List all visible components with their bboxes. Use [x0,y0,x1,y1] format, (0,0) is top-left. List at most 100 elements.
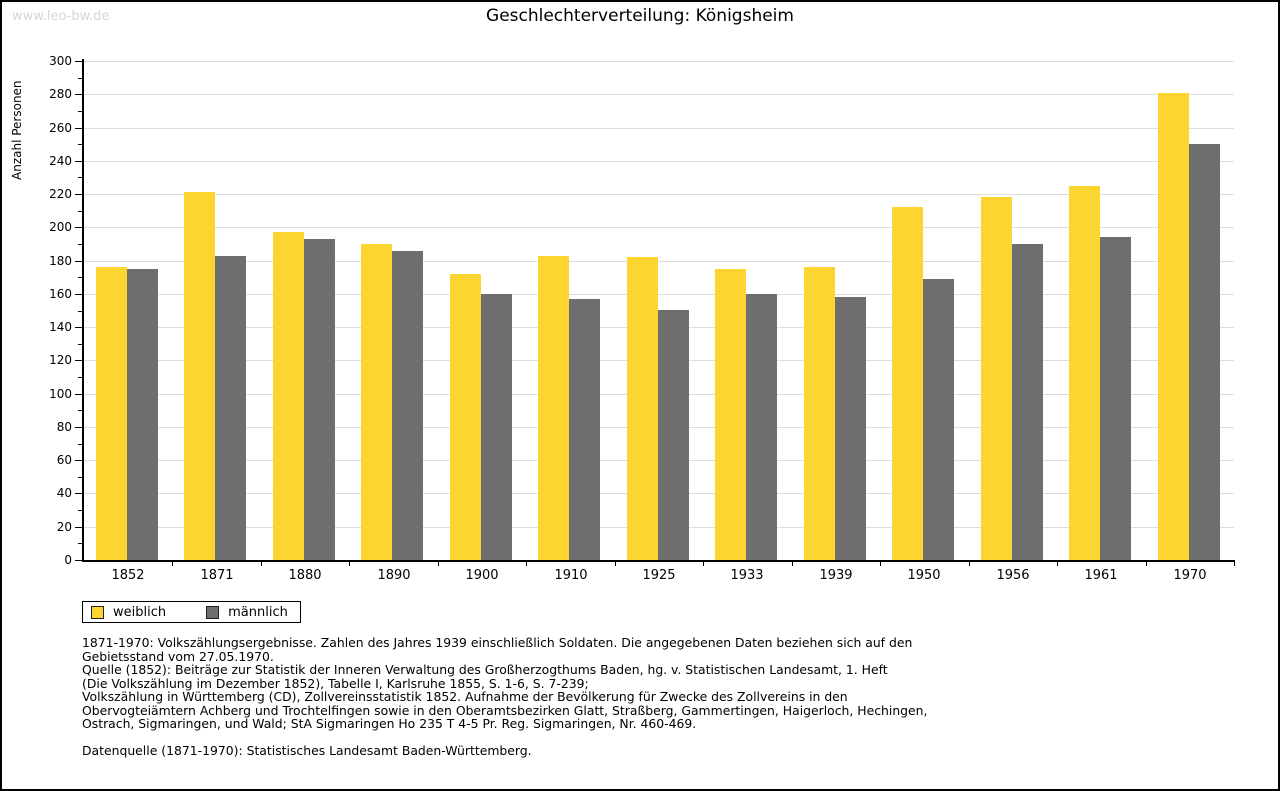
legend-swatch-maennlich [206,605,220,619]
x-tick-8 [792,560,793,566]
bar-weiblich-1950 [892,207,923,560]
x-tick-2 [261,560,262,566]
y-tick-label-40: 40 [56,486,72,501]
y-tick-label-240: 240 [49,153,72,168]
y-tick-60 [75,460,84,462]
x-tick-label-1890: 1890 [377,568,411,583]
y-tick-70 [78,443,84,445]
y-tick-label-200: 200 [49,220,72,235]
y-tick-40 [75,493,84,495]
x-tick-6 [615,560,616,566]
y-tick-150 [78,310,84,312]
x-tick-4 [438,560,439,566]
y-tick-label-140: 140 [49,320,72,335]
bar-weiblich-1933 [715,269,746,560]
bar-weiblich-1880 [273,232,304,560]
footnote-line: Quelle (1852): Beiträge zur Statistik de… [82,662,888,677]
legend-label-maennlich: männlich [228,604,288,620]
bar-männlich-1900 [481,294,512,560]
y-tick-120 [75,360,84,362]
gridline-220 [84,194,1234,196]
x-axis-line [82,560,1234,562]
footnote-line: Ostrach, Sigmaringen, und Wald; StA Sigm… [82,716,697,731]
x-tick-label-1900: 1900 [465,568,499,583]
y-tick-240 [75,160,84,162]
bar-weiblich-1956 [981,197,1012,560]
y-tick-label-260: 260 [49,120,72,135]
x-tick-7 [703,560,704,566]
gridline-260 [84,127,1234,129]
footnote-line: 1871-1970: Volkszählungsergebnisse. Zahl… [82,635,913,650]
y-tick-300 [75,61,84,62]
y-tick-230 [78,177,84,179]
y-tick-30 [78,510,84,512]
y-tick-0 [75,560,84,561]
y-tick-260 [75,127,84,129]
x-tick-label-1880: 1880 [288,568,322,583]
bar-weiblich-1961 [1069,186,1100,560]
x-tick-label-1970: 1970 [1173,568,1207,583]
bar-männlich-1970 [1189,144,1220,560]
x-tick-11 [1057,560,1058,566]
y-tick-label-220: 220 [49,187,72,202]
bar-männlich-1933 [746,294,777,560]
y-tick-label-120: 120 [49,353,72,368]
x-tick-label-1961: 1961 [1084,568,1118,583]
x-tick-label-1956: 1956 [996,568,1030,583]
legend-swatch-weiblich [91,605,104,619]
bar-männlich-1871 [215,256,246,560]
x-tick-13 [1234,560,1235,566]
gridline-200 [84,227,1234,229]
y-tick-90 [78,410,84,412]
x-tick-10 [969,560,970,566]
gridline-240 [84,160,1234,162]
y-tick-250 [78,144,84,146]
gridline-180 [84,260,1234,262]
bar-weiblich-1939 [804,267,835,560]
y-tick-190 [78,243,84,245]
x-tick-label-1910: 1910 [554,568,588,583]
bar-weiblich-1890 [361,244,392,560]
legend: weiblich männlich [82,601,301,623]
bar-weiblich-1871 [184,192,215,560]
y-tick-280 [75,94,84,96]
bar-weiblich-1900 [450,274,481,560]
y-tick-170 [78,277,84,279]
y-tick-label-100: 100 [49,386,72,401]
y-axis-line [82,59,84,562]
bar-weiblich-1925 [627,257,658,560]
y-tick-label-160: 160 [49,286,72,301]
y-tick-10 [78,543,84,545]
y-tick-290 [78,77,84,79]
bar-männlich-1961 [1100,237,1131,560]
x-tick-label-1933: 1933 [730,568,764,583]
footnote-line: Volkszählung in Württemberg (CD), Zollve… [82,689,848,704]
legend-item-maennlich: männlich [206,605,288,620]
bar-weiblich-1852 [96,267,127,560]
y-tick-220 [75,194,84,196]
x-tick-label-1950: 1950 [907,568,941,583]
y-tick-20 [75,526,84,528]
y-tick-label-280: 280 [49,87,72,102]
legend-label-weiblich: weiblich [113,604,167,620]
y-tick-210 [78,210,84,212]
leo-bw-watermark: www.leo-bw.de [12,9,110,24]
bar-männlich-1910 [569,299,600,560]
x-tick-label-1871: 1871 [200,568,234,583]
x-tick-3 [349,560,350,566]
x-tick-label-1852: 1852 [111,568,145,583]
footnote-line: (Die Volkszählung im Dezember 1852), Tab… [82,675,589,691]
x-tick-9 [880,560,881,566]
x-tick-label-1939: 1939 [819,568,853,583]
y-tick-160 [75,293,84,295]
y-tick-label-60: 60 [56,453,72,468]
gridline-300 [84,61,1234,62]
y-tick-140 [75,327,84,329]
legend-item-weiblich: weiblich [91,605,166,620]
footnote-line: Gebietsstand vom 27.05.1970. [82,648,274,664]
x-tick-1 [172,560,173,566]
y-tick-label-80: 80 [56,419,72,434]
y-tick-180 [75,260,84,262]
